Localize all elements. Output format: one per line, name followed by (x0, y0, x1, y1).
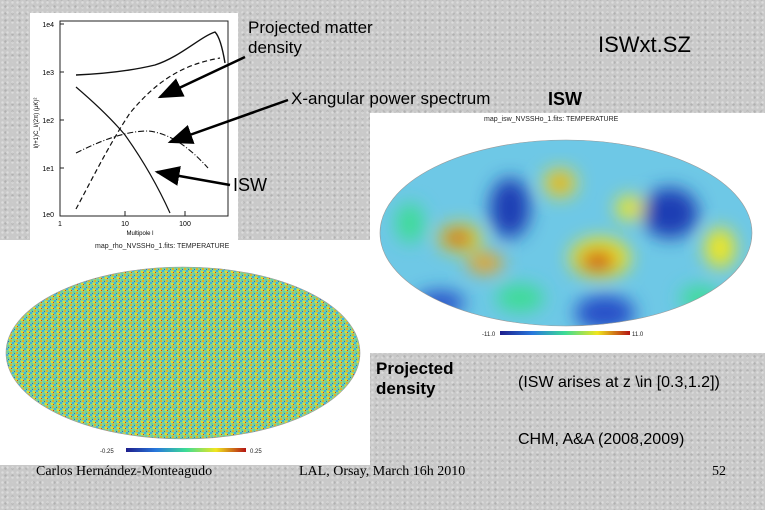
matter-density-curve (75, 57, 221, 210)
arrow-to-isw-curve (154, 166, 231, 187)
y-tick-label: 1e0 (42, 212, 54, 219)
isw-scale-min: -11.0 (482, 332, 496, 338)
callout-projected-matter-density: Projected matter density (248, 18, 373, 57)
arrow-to-density-curve (157, 55, 246, 99)
x-tick-label: 100 (179, 221, 191, 228)
slide-title: ISWxt.SZ (598, 32, 691, 57)
footer-venue: LAL, Orsay, March 16h 2010 (299, 464, 466, 479)
density-scale-min: -0.25 (100, 449, 114, 455)
density-map-title: map_rho_NVSSHo_1.fits: TEMPERATURE (95, 243, 230, 250)
isw-redshift-note: (ISW arises at z \in [0.3,1.2]) (518, 374, 720, 391)
y-tick-label: 1e3 (42, 70, 54, 77)
x-tick-label: 10 (121, 221, 129, 228)
power-spectrum-plot: 1e4 1e3 1e2 1e1 1e0 1 10 100 Multipole l… (30, 13, 238, 241)
x-axis-label: Multipole l (126, 231, 153, 237)
y-tick-label: 1e1 (42, 166, 54, 173)
isw-scale-max: 11.0 (632, 332, 644, 338)
page-number: 52 (712, 464, 726, 479)
isw-map-panel: map_isw_NVSSHo_1.fits: TEMPERATURE (370, 113, 765, 353)
arrow-to-cross-curve (167, 98, 289, 144)
y-tick-label: 1e4 (42, 22, 54, 29)
y-axis-label: l(l+1)C_l/(2π) (μK)² (34, 98, 40, 149)
total-spectrum-curve (75, 31, 226, 76)
isw-map-title: map_isw_NVSSHo_1.fits: TEMPERATURE (484, 116, 619, 123)
footer-author: Carlos Hernández-Monteagudo (36, 464, 213, 479)
callout-projected-density: Projected density (376, 359, 454, 398)
density-map-svg: -0.25 0.25 (5, 266, 361, 455)
callout-x-angular-power-spectrum: X-angular power spectrum (291, 89, 491, 108)
isw-map-svg: -11.0 11.0 (379, 139, 753, 338)
y-tick-label: 1e2 (42, 118, 54, 125)
reference-citation: CHM, A&A (2008,2009) (518, 431, 685, 448)
density-map-panel: map_rho_NVSSHo_1.fits: TEMPERATURE (0, 240, 370, 465)
x-tick-label: 1 (58, 221, 62, 228)
power-spectrum-svg: 1e4 1e3 1e2 1e1 1e0 1 10 100 Multipole l… (34, 20, 229, 237)
cross-spectrum-curve (75, 130, 209, 169)
callout-isw-top: ISW (548, 89, 582, 109)
callout-isw-plot: ISW (233, 175, 267, 195)
density-scale-max: 0.25 (250, 449, 262, 455)
isw-curve (75, 86, 171, 214)
